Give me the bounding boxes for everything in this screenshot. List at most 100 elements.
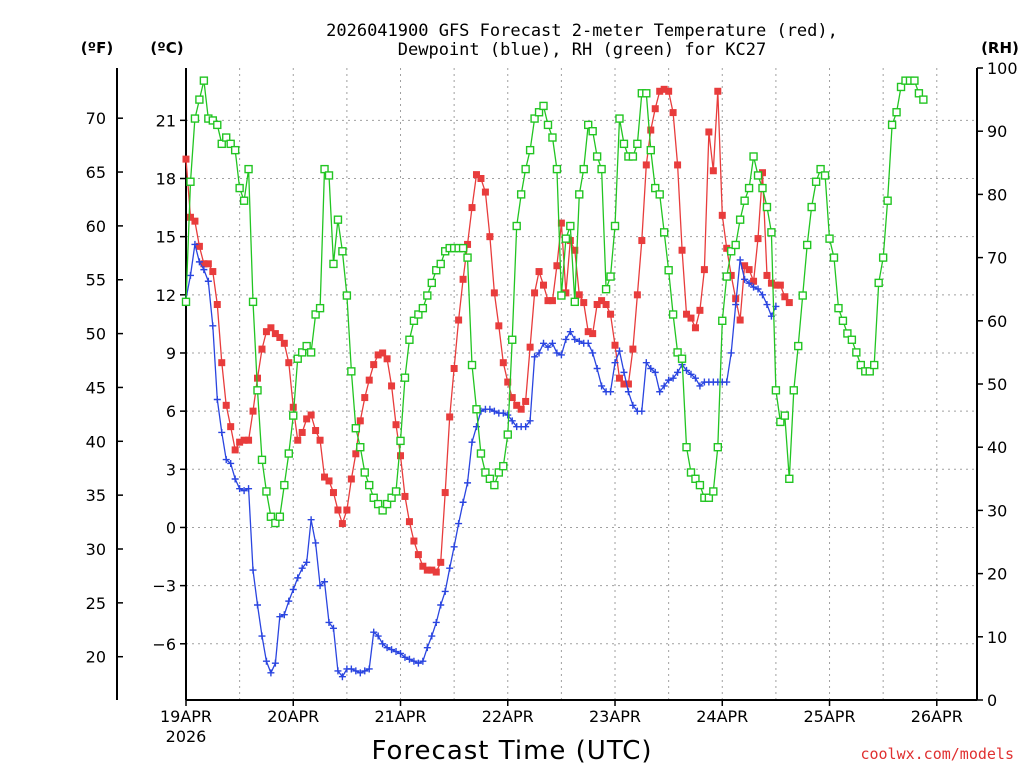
dewpoint-point [195,258,203,266]
rh-point [829,253,839,262]
dewpoint-point [607,388,615,396]
dewpoint-point [204,277,212,285]
temperature-point [508,394,516,402]
temperature-point [593,301,601,309]
fahrenheit-tick-label: 25 [86,594,106,613]
rh-tick-label: 40 [987,438,1007,457]
rh-point [365,480,374,490]
rh-point [284,449,293,458]
dewpoint-point [245,485,253,493]
fahrenheit-tick-label: 55 [86,271,106,290]
dewpoint-point [271,659,279,667]
rh-tick-label: 10 [987,628,1007,647]
rh-point [588,126,597,136]
temperature-point [446,413,454,421]
rh-point [628,152,638,161]
dewpoint-point [316,582,324,590]
temperature-point [455,316,463,324]
dewpoint-point [356,669,364,677]
rh-point [762,202,772,212]
rh-point [423,291,432,300]
temperature-point [598,297,606,305]
temperature-point [513,401,521,409]
temperature-point [276,333,284,341]
dewpoint-point [459,498,467,506]
rh-point [369,493,378,502]
dewpoint-point [294,574,302,582]
temperature-point [231,446,239,454]
dewpoint-point [254,601,262,609]
rh-point [530,114,539,123]
rh-point [561,234,571,243]
rh-point [543,120,553,130]
rh-point [347,367,356,376]
dewpoint-point [329,624,337,632]
celsius-tick-label: 3 [166,460,176,479]
rh-point [432,266,441,275]
dewpoint-point [227,459,235,467]
dewpoint-point [638,407,646,415]
dewpoint-point [383,644,391,652]
dewpoint-point [298,564,306,572]
temperature-point [517,405,525,413]
temperature-point [772,281,780,289]
dewpoint-point [624,388,632,396]
temperature-point [289,403,297,411]
temperature-point [607,310,615,318]
rh-series [181,76,928,528]
rh-point [776,417,785,427]
temperature-point [392,421,400,429]
dewpoint-point [441,587,449,595]
rh-tick-label: 0 [987,691,997,710]
temperature-point [776,281,784,289]
dewpoint-point [647,364,655,372]
temperature-point [316,436,324,444]
dewpoint-point [352,667,360,675]
rh-point [619,139,629,149]
dewpoint-point [213,396,221,404]
dewpoint-point [276,613,284,621]
dewpoint-point [405,655,413,663]
dewpoint-point [540,339,548,347]
fahrenheit-unit-label: (ºF) [81,39,113,57]
temperature-point [580,299,588,307]
rh-tick-label: 100 [987,59,1018,78]
temperature-point [441,489,449,497]
rh-point [508,335,517,344]
rh-point [458,243,468,253]
dewpoint-point [490,407,498,415]
temperature-point [633,291,641,299]
rh-point [610,221,620,231]
rh-point [802,240,812,250]
temperature-point [750,277,758,285]
temperature-point [258,345,266,353]
rh-point [668,310,678,319]
rh-point [356,443,365,452]
x-tick-label: 21APR [374,707,426,726]
temperature-point [553,262,561,270]
dewpoint-point [267,669,275,677]
rh-point [722,272,731,281]
fahrenheit-tick-label: 50 [86,325,106,344]
rh-point [816,164,825,174]
rh-point [664,266,673,275]
dewpoint-point [209,322,217,330]
temperature-point [495,322,503,330]
temperature-point [714,87,722,95]
rh-point [919,95,928,104]
temperature-point [700,266,708,274]
rh-point [324,171,334,180]
temperature-point [531,289,539,297]
rh-point [235,183,244,193]
rh-point [789,386,798,395]
temperature-point [405,518,413,526]
rh-tick-label: 20 [987,565,1007,584]
tick-labels: 211815129630−3−6706560555045403530252010… [86,59,1018,746]
dewpoint-series [182,240,780,681]
rh-point [910,76,919,85]
temperature-point [548,297,556,305]
dewpoint-point [553,349,561,357]
temperature-point [356,417,364,425]
rh-point [414,310,423,319]
